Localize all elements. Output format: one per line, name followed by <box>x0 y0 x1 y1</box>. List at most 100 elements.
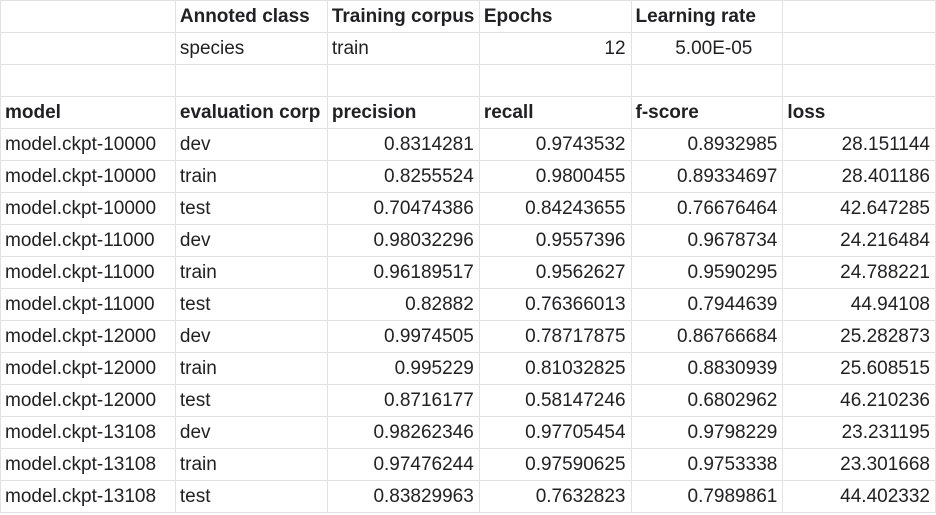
model-cell[interactable]: model.ckpt-11000 <box>0 224 176 257</box>
model-cell[interactable]: model.ckpt-11000 <box>0 288 176 321</box>
cell[interactable] <box>0 0 176 33</box>
loss-cell[interactable]: 23.301668 <box>782 448 936 481</box>
evaluation-corpus-cell[interactable]: dev <box>174 320 328 353</box>
evaluation-corpus-cell[interactable]: train <box>174 352 328 385</box>
loss-cell[interactable]: 46.210236 <box>782 384 936 417</box>
evaluation-corpus-cell[interactable]: test <box>174 288 328 321</box>
header-recall[interactable]: recall <box>478 96 632 129</box>
f-score-cell[interactable]: 0.89334697 <box>630 160 784 193</box>
f-score-cell[interactable]: 0.7989861 <box>630 480 784 513</box>
precision-cell[interactable]: 0.98032296 <box>326 224 480 257</box>
precision-cell[interactable]: 0.98262346 <box>326 416 480 449</box>
value-learning-rate[interactable]: 5.00E-05 <box>630 32 784 65</box>
value-epochs[interactable]: 12 <box>478 32 632 65</box>
f-score-cell[interactable]: 0.7944639 <box>630 288 784 321</box>
loss-cell[interactable]: 28.401186 <box>782 160 936 193</box>
recall-cell[interactable]: 0.7632823 <box>478 480 632 513</box>
recall-cell[interactable]: 0.9557396 <box>478 224 632 257</box>
loss-cell[interactable]: 28.151144 <box>782 128 936 161</box>
value-annotated-class[interactable]: species <box>174 32 328 65</box>
recall-cell[interactable]: 0.84243655 <box>478 192 632 225</box>
precision-cell[interactable]: 0.8255524 <box>326 160 480 193</box>
precision-cell[interactable]: 0.995229 <box>326 352 480 385</box>
recall-cell[interactable]: 0.97590625 <box>478 448 632 481</box>
model-cell[interactable]: model.ckpt-13108 <box>0 416 176 449</box>
evaluation-corpus-cell[interactable]: train <box>174 448 328 481</box>
header-training-corpus[interactable]: Training corpus <box>326 0 480 33</box>
f-score-cell[interactable]: 0.76676464 <box>630 192 784 225</box>
f-score-cell[interactable]: 0.9753338 <box>630 448 784 481</box>
recall-cell[interactable]: 0.9743532 <box>478 128 632 161</box>
model-cell[interactable]: model.ckpt-12000 <box>0 384 176 417</box>
precision-cell[interactable]: 0.8716177 <box>326 384 480 417</box>
cell[interactable] <box>478 64 632 97</box>
cell[interactable] <box>0 64 176 97</box>
table-row: model.ckpt-12000 test 0.8716177 0.58147246 0… <box>0 384 936 417</box>
precision-cell[interactable]: 0.82882 <box>326 288 480 321</box>
cell[interactable] <box>782 64 936 97</box>
f-score-cell[interactable]: 0.6802962 <box>630 384 784 417</box>
precision-cell[interactable]: 0.97476244 <box>326 448 480 481</box>
evaluation-corpus-cell[interactable]: train <box>174 160 328 193</box>
value-training-corpus[interactable]: train <box>326 32 480 65</box>
evaluation-corpus-cell[interactable]: test <box>174 384 328 417</box>
header-annotated-class[interactable]: Annoted class <box>174 0 328 33</box>
evaluation-corpus-cell[interactable]: test <box>174 192 328 225</box>
recall-cell[interactable]: 0.97705454 <box>478 416 632 449</box>
loss-cell[interactable]: 44.402332 <box>782 480 936 513</box>
precision-cell[interactable]: 0.83829963 <box>326 480 480 513</box>
f-score-cell[interactable]: 0.8830939 <box>630 352 784 385</box>
f-score-cell[interactable]: 0.9798229 <box>630 416 784 449</box>
loss-cell[interactable]: 42.647285 <box>782 192 936 225</box>
table-row: model.ckpt-11000 dev 0.98032296 0.9557396 0.… <box>0 224 936 257</box>
loss-cell[interactable]: 23.231195 <box>782 416 936 449</box>
precision-cell[interactable]: 0.70474386 <box>326 192 480 225</box>
evaluation-corpus-cell[interactable]: dev <box>174 416 328 449</box>
f-score-cell[interactable]: 0.9590295 <box>630 256 784 289</box>
evaluation-corpus-cell[interactable]: dev <box>174 224 328 257</box>
recall-cell[interactable]: 0.81032825 <box>478 352 632 385</box>
header-loss[interactable]: loss <box>782 96 936 129</box>
model-cell[interactable]: model.ckpt-13108 <box>0 448 176 481</box>
loss-cell[interactable]: 24.788221 <box>782 256 936 289</box>
header-learning-rate[interactable]: Learning rate <box>630 0 784 33</box>
header-precision[interactable]: precision <box>326 96 480 129</box>
evaluation-corpus-cell[interactable]: test <box>174 480 328 513</box>
recall-cell[interactable]: 0.76366013 <box>478 288 632 321</box>
model-cell[interactable]: model.ckpt-11000 <box>0 256 176 289</box>
empty-row <box>0 64 936 97</box>
header-f-score[interactable]: f-score <box>630 96 784 129</box>
f-score-cell[interactable]: 0.86766684 <box>630 320 784 353</box>
header-epochs[interactable]: Epochs <box>478 0 632 33</box>
recall-cell[interactable]: 0.9800455 <box>478 160 632 193</box>
recall-cell[interactable]: 0.78717875 <box>478 320 632 353</box>
header-evaluation-corpus[interactable]: evaluation corp <box>174 96 328 129</box>
evaluation-corpus-cell[interactable]: dev <box>174 128 328 161</box>
header-model[interactable]: model <box>0 96 176 129</box>
precision-cell[interactable]: 0.96189517 <box>326 256 480 289</box>
cell[interactable] <box>782 32 936 65</box>
f-score-cell[interactable]: 0.9678734 <box>630 224 784 257</box>
precision-cell[interactable]: 0.8314281 <box>326 128 480 161</box>
model-cell[interactable]: model.ckpt-10000 <box>0 160 176 193</box>
cell[interactable] <box>326 64 480 97</box>
loss-cell[interactable]: 44.94108 <box>782 288 936 321</box>
model-cell[interactable]: model.ckpt-10000 <box>0 192 176 225</box>
model-cell[interactable]: model.ckpt-12000 <box>0 352 176 385</box>
f-score-cell[interactable]: 0.8932985 <box>630 128 784 161</box>
table-row: model.ckpt-11000 train 0.96189517 0.9562627… <box>0 256 936 289</box>
recall-cell[interactable]: 0.9562627 <box>478 256 632 289</box>
loss-cell[interactable]: 24.216484 <box>782 224 936 257</box>
evaluation-corpus-cell[interactable]: train <box>174 256 328 289</box>
cell[interactable] <box>0 32 176 65</box>
cell[interactable] <box>782 0 936 33</box>
precision-cell[interactable]: 0.9974505 <box>326 320 480 353</box>
recall-cell[interactable]: 0.58147246 <box>478 384 632 417</box>
cell[interactable] <box>174 64 328 97</box>
cell[interactable] <box>630 64 784 97</box>
model-cell[interactable]: model.ckpt-10000 <box>0 128 176 161</box>
loss-cell[interactable]: 25.608515 <box>782 352 936 385</box>
model-cell[interactable]: model.ckpt-13108 <box>0 480 176 513</box>
loss-cell[interactable]: 25.282873 <box>782 320 936 353</box>
model-cell[interactable]: model.ckpt-12000 <box>0 320 176 353</box>
